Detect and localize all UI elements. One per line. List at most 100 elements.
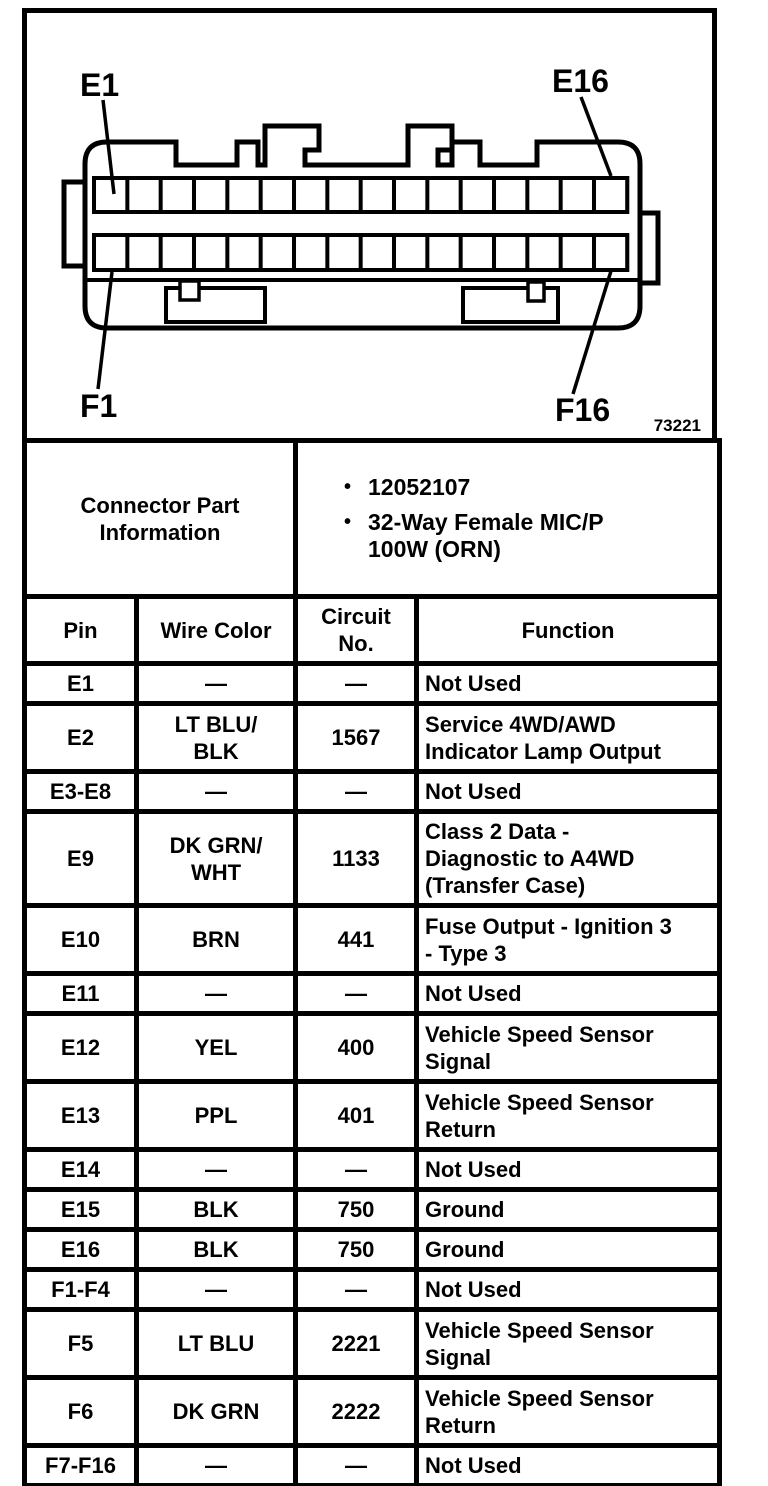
pinout-table: Connector Part Information • 12052107 • … [21, 438, 723, 1486]
connector-figure: E1 E16 F1 F16 73221 [22, 8, 717, 443]
table-row: E9 DK GRN/ WHT 1133 Class 2 Data - Diagn… [22, 809, 723, 908]
function-cell: Vehicle Speed Sensor Return [414, 1079, 723, 1152]
bullet-icon: • [344, 476, 352, 498]
header-circuit-no: Circuit No. [293, 594, 420, 666]
pin-cell: E9 [22, 809, 139, 908]
part-info-item: • 12052107 [344, 474, 711, 501]
pin-label-e1: E1 [80, 67, 119, 103]
header-function: Function [414, 594, 723, 666]
table-row: E16 BLK 750 Ground [22, 1227, 723, 1272]
pin-row-f [92, 233, 630, 272]
wire-color-cell: — [133, 661, 299, 706]
function-cell: Ground [414, 1187, 723, 1232]
function-cell: Service 4WD/AWD Indicator Lamp Output [414, 701, 723, 774]
function-cell: Vehicle Speed Sensor Signal [414, 1011, 723, 1084]
leader-f1 [96, 271, 114, 390]
table-row: F5 LT BLU 2221 Vehicle Speed Sensor Sign… [22, 1307, 723, 1380]
circuit-no-cell: 2221 [293, 1307, 420, 1380]
circuit-no-cell: — [293, 769, 420, 814]
keyway-right-notch [526, 280, 546, 303]
pin-cell: E16 [22, 1227, 139, 1272]
pin-cell: E15 [22, 1187, 139, 1232]
wire-color-cell: YEL [133, 1011, 299, 1084]
header-wire-color: Wire Color [133, 594, 299, 666]
bullet-icon: • [344, 511, 352, 533]
wire-color-cell: DK GRN [133, 1375, 299, 1448]
table-row: E13 PPL 401 Vehicle Speed Sensor Return [22, 1079, 723, 1152]
circuit-no-cell: — [293, 661, 420, 706]
circuit-no-cell: 1133 [293, 809, 420, 908]
pin-cell: E3-E8 [22, 769, 139, 814]
pin-cell: F6 [22, 1375, 139, 1448]
pin-cell: F1-F4 [22, 1267, 139, 1312]
part-number: 12052107 [368, 474, 471, 500]
circuit-no-cell: — [293, 1267, 420, 1312]
part-info-row: Connector Part Information • 12052107 • … [21, 438, 723, 599]
table-header-row: Pin Wire Color Circuit No. Function [22, 594, 723, 666]
part-info-item: • 32-Way Female MIC/P 100W (ORN) [344, 509, 711, 563]
function-cell: Not Used [414, 971, 723, 1016]
table-row: F1-F4 — — Not Used [22, 1267, 723, 1312]
table-row: E1 — — Not Used [22, 661, 723, 706]
pin-cell: E11 [22, 971, 139, 1016]
wire-color-cell: DK GRN/ WHT [133, 809, 299, 908]
connector-left-tab [61, 179, 88, 269]
pin-cell: E14 [22, 1147, 139, 1192]
pin-cell: E10 [22, 903, 139, 976]
wire-color-cell: — [133, 769, 299, 814]
circuit-no-cell: 441 [293, 903, 420, 976]
function-cell: Vehicle Speed Sensor Signal [414, 1307, 723, 1380]
function-cell: Class 2 Data - Diagnostic to A4WD (Trans… [414, 809, 723, 908]
wire-color-cell: LT BLU/ BLK [133, 701, 299, 774]
wire-color-cell: BLK [133, 1187, 299, 1232]
wire-color-cell: PPL [133, 1079, 299, 1152]
circuit-no-cell: — [293, 971, 420, 1016]
circuit-no-cell: 401 [293, 1079, 420, 1152]
leader-f16 [571, 270, 613, 395]
circuit-no-cell: — [293, 1443, 420, 1486]
leader-e1 [101, 99, 116, 195]
wire-color-cell: — [133, 1443, 299, 1486]
table-row: E10 BRN 441 Fuse Output - Ignition 3 - T… [22, 903, 723, 976]
keyway-left-notch [178, 279, 201, 302]
wire-color-cell: — [133, 971, 299, 1016]
table-row: E12 YEL 400 Vehicle Speed Sensor Signal [22, 1011, 723, 1084]
table-row: F6 DK GRN 2222 Vehicle Speed Sensor Retu… [22, 1375, 723, 1448]
pin-cell: E13 [22, 1079, 139, 1152]
function-cell: Not Used [414, 769, 723, 814]
pin-cell: E12 [22, 1011, 139, 1084]
circuit-no-cell: 400 [293, 1011, 420, 1084]
wire-color-cell: LT BLU [133, 1307, 299, 1380]
table-row: F7-F16 — — Not Used [22, 1443, 723, 1486]
pin-cell: F5 [22, 1307, 139, 1380]
circuit-no-cell: 750 [293, 1187, 420, 1232]
circuit-no-cell: — [293, 1147, 420, 1192]
wire-color-cell: BLK [133, 1227, 299, 1272]
connector-description: 32-Way Female MIC/P 100W (ORN) [368, 509, 604, 562]
circuit-no-cell: 750 [293, 1227, 420, 1272]
pin-row-e [92, 176, 630, 214]
wire-color-cell: — [133, 1147, 299, 1192]
function-cell: Not Used [414, 661, 723, 706]
pin-cell: F7-F16 [22, 1443, 139, 1486]
leader-e16 [579, 96, 613, 177]
table-row: E3-E8 — — Not Used [22, 769, 723, 814]
function-cell: Ground [414, 1227, 723, 1272]
figure-number: 73221 [654, 416, 701, 435]
table-row: E15 BLK 750 Ground [22, 1187, 723, 1232]
function-cell: Fuse Output - Ignition 3 - Type 3 [414, 903, 723, 976]
pin-cell: E2 [22, 701, 139, 774]
part-info-details: • 12052107 • 32-Way Female MIC/P 100W (O… [293, 438, 723, 599]
wire-color-cell: — [133, 1267, 299, 1312]
table-row: E2 LT BLU/ BLK 1567 Service 4WD/AWD Indi… [22, 701, 723, 774]
function-cell: Vehicle Speed Sensor Return [414, 1375, 723, 1448]
function-cell: Not Used [414, 1267, 723, 1312]
function-cell: Not Used [414, 1147, 723, 1192]
pin-label-e16: E16 [552, 63, 609, 99]
pin-label-f1: F1 [80, 388, 117, 424]
circuit-no-cell: 2222 [293, 1375, 420, 1448]
pin-cell: E1 [22, 661, 139, 706]
table-row: E11 — — Not Used [22, 971, 723, 1016]
wire-color-cell: BRN [133, 903, 299, 976]
